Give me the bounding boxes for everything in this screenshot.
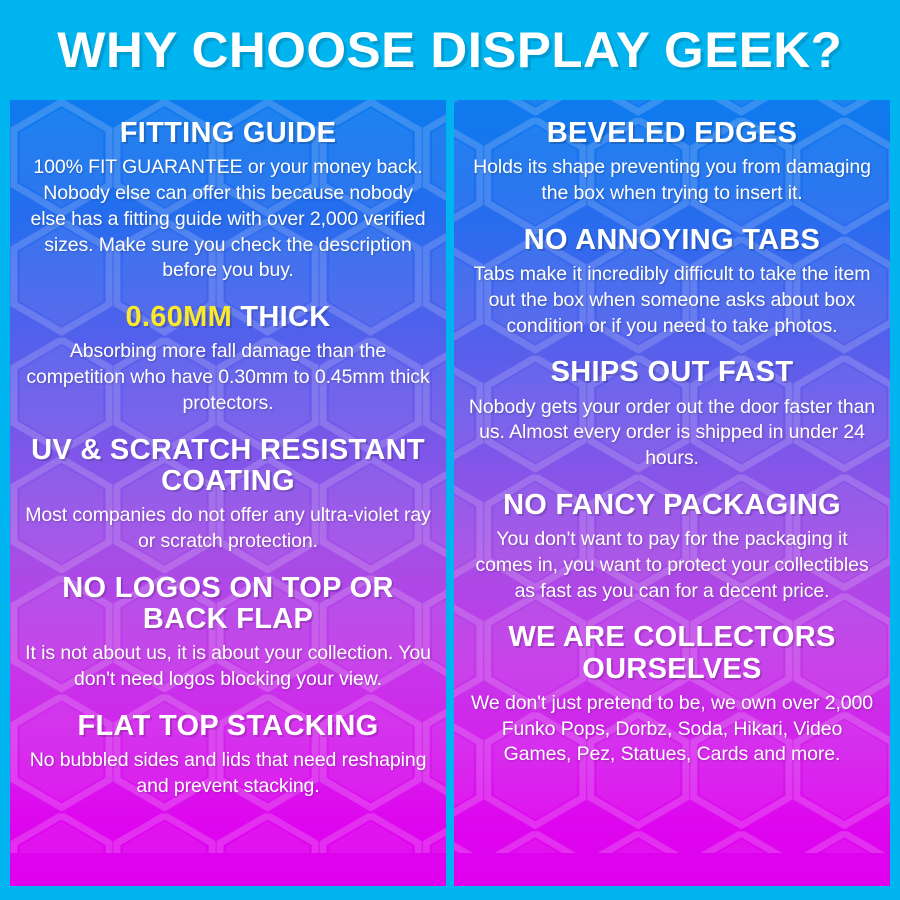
feature-ships-out-fast: SHIPS OUT FAST Nobody gets your order ou… (464, 356, 880, 472)
feature-title: NO FANCY PACKAGING (503, 488, 841, 521)
right-feature-column: BEVELED EDGES Holds its shape preventing… (454, 100, 890, 886)
feature-body: Holds its shape preventing you from dama… (473, 156, 871, 205)
feature-beveled-edges: BEVELED EDGES Holds its shape preventing… (464, 117, 880, 207)
feature-columns: FITTING GUIDE 100% FIT GUARANTEE or your… (0, 100, 900, 900)
feature-title-accent: 0.60MM (125, 300, 233, 333)
feature-body: Most companies do not offer any ultra-vi… (25, 504, 431, 552)
feature-no-fancy-packaging: NO FANCY PACKAGING You don't want to pay… (464, 488, 880, 605)
page-title: WHY CHOOSE DISPLAY GEEK? (57, 22, 843, 78)
feature-body: Absorbing more fall damage than the comp… (26, 340, 430, 414)
feature-body: Nobody gets your order out the door fast… (468, 395, 876, 470)
feature-fitting-guide: FITTING GUIDE 100% FIT GUARANTEE or your… (20, 117, 436, 284)
feature-we-are-collectors: WE ARE COLLECTORS OURSELVES We don't jus… (464, 622, 880, 768)
feature-body: You don't want to pay for the packaging … (475, 528, 869, 602)
feature-title: NO LOGOS ON TOP OR BACK FLAP (62, 571, 394, 635)
left-column-content: FITTING GUIDE 100% FIT GUARANTEE or your… (10, 100, 446, 886)
feature-title: SHIPS OUT FAST (550, 356, 794, 389)
feature-title: FLAT TOP STACKING (77, 709, 379, 742)
feature-title-rest: THICK (232, 300, 331, 333)
feature-body: Tabs make it incredibly difficult to tak… (473, 263, 871, 337)
left-feature-column: FITTING GUIDE 100% FIT GUARANTEE or your… (10, 100, 446, 886)
feature-flat-top-stacking: FLAT TOP STACKING No bubbled sides and l… (20, 709, 436, 800)
right-column-content: BEVELED EDGES Holds its shape preventing… (454, 100, 890, 886)
feature-body: We don't just pretend to be, we own over… (470, 691, 873, 766)
feature-title: NO ANNOYING TABS (523, 223, 821, 256)
feature-title: FITTING GUIDE (119, 117, 337, 149)
feature-thickness: 0.60MM THICK Absorbing more fall damage … (20, 300, 436, 417)
feature-no-logos: NO LOGOS ON TOP OR BACK FLAP It is not a… (20, 571, 436, 693)
feature-body: It is not about us, it is about your col… (25, 642, 431, 690)
feature-uv-scratch-coating: UV & SCRATCH RESISTANT COATING Most comp… (20, 433, 436, 555)
header-banner: WHY CHOOSE DISPLAY GEEK? (0, 0, 900, 100)
feature-title: UV & SCRATCH RESISTANT COATING (31, 433, 425, 497)
feature-title: 0.60MM THICK (24, 300, 432, 333)
feature-body: No bubbled sides and lids that need resh… (29, 749, 427, 797)
feature-title: WE ARE COLLECTORS OURSELVES (508, 621, 836, 685)
feature-title: BEVELED EDGES (546, 117, 798, 149)
feature-body: 100% FIT GUARANTEE or your money back. N… (30, 156, 426, 282)
feature-no-annoying-tabs: NO ANNOYING TABS Tabs make it incredibly… (464, 223, 880, 340)
